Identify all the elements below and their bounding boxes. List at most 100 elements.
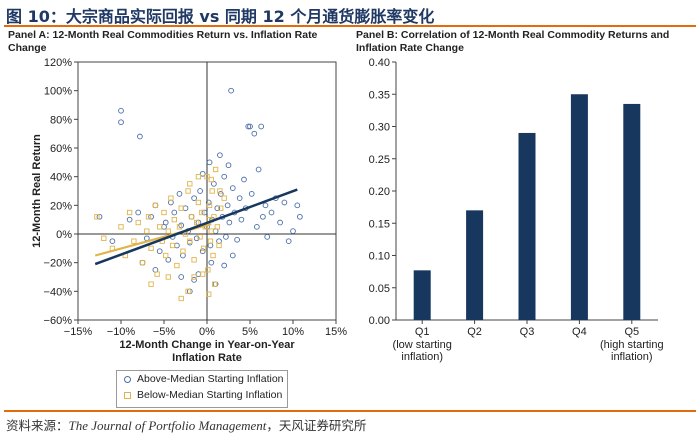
below-median-point xyxy=(174,262,180,269)
below-median-point xyxy=(214,224,220,230)
bar-y-tick-label: 0.05 xyxy=(369,283,390,295)
below-median-point xyxy=(218,205,224,211)
y-tick-label: −20% xyxy=(44,258,73,270)
y-tick-label: 100% xyxy=(44,86,72,98)
below-median-point xyxy=(212,281,218,287)
above-median-point xyxy=(229,185,236,191)
bar-category-label: Q1 xyxy=(415,326,430,338)
above-median-point xyxy=(245,123,252,130)
y-tick-label: 0% xyxy=(56,229,72,241)
below-median-point xyxy=(195,199,202,206)
below-median-point xyxy=(131,238,137,244)
above-median-point xyxy=(221,173,228,180)
y-axis-label: 12-Month Real Return xyxy=(31,134,43,248)
circle-marker-icon xyxy=(124,375,131,383)
above-median-point xyxy=(193,235,200,242)
below-median-point xyxy=(194,219,200,226)
bar-chart: 0.40 0.35 0.30 0.25 0.20 0.15 0.10 0.05 0.00 Q1(l… xyxy=(369,57,664,363)
panel-b-title: Panel B: Correlation of 12-Month Real Co… xyxy=(356,29,670,54)
above-median-point xyxy=(229,252,236,259)
below-median-point xyxy=(148,281,154,287)
above-median-point xyxy=(248,191,255,197)
above-median-point xyxy=(171,209,178,216)
below-median-point xyxy=(205,267,211,273)
below-median-point xyxy=(171,217,177,223)
x-tick-label: −5% xyxy=(153,326,176,338)
bar-category-sublabel: inflation) xyxy=(401,351,443,363)
below-median-point xyxy=(212,166,219,173)
below-median-point xyxy=(197,234,203,240)
above-median-point xyxy=(260,213,266,220)
trend-line-above xyxy=(94,188,298,266)
below-median-point xyxy=(210,252,216,259)
below-median-point xyxy=(178,295,184,302)
above-median-point xyxy=(208,259,215,266)
above-median-point xyxy=(186,288,193,295)
above-median-point xyxy=(290,228,296,234)
x-axis-label-line2: Inflation Rate xyxy=(172,352,242,364)
above-median-point xyxy=(199,248,206,255)
above-median-point xyxy=(139,259,146,266)
above-median-point xyxy=(264,234,271,240)
bottom-rule xyxy=(4,410,696,412)
above-median-point xyxy=(223,234,229,240)
below-median-point xyxy=(206,291,212,297)
above-median-point xyxy=(241,176,247,183)
above-median-point xyxy=(238,216,245,223)
above-median-point xyxy=(294,202,301,209)
above-median-point xyxy=(109,238,116,245)
source-prefix: 资料来源： xyxy=(6,418,69,433)
below-median-point xyxy=(185,288,191,294)
below-median-point xyxy=(161,209,167,216)
above-median-point xyxy=(214,205,221,212)
x-tick-label: 15% xyxy=(325,326,347,338)
above-median-point xyxy=(217,152,223,159)
bar-y-tick-label: 0.25 xyxy=(369,154,390,166)
above-median-point xyxy=(262,202,269,209)
bar-y-tick-label: 0.00 xyxy=(369,315,390,327)
bar-y-tick-label: 0.40 xyxy=(369,57,390,69)
bar-y-tick-label: 0.30 xyxy=(369,122,390,134)
below-median-point xyxy=(154,271,160,277)
below-median-point xyxy=(207,238,214,244)
above-median-point xyxy=(135,209,142,216)
above-median-point xyxy=(224,202,231,209)
above-median-point xyxy=(118,107,124,114)
below-median-point xyxy=(169,242,176,249)
above-median-point xyxy=(188,213,195,220)
bar-y-tick-label: 0.10 xyxy=(369,251,390,263)
bar-category-sublabel: (low starting xyxy=(393,339,452,351)
below-median-point xyxy=(139,260,146,266)
above-median-point xyxy=(236,195,243,202)
below-median-point xyxy=(185,188,191,194)
below-median-point xyxy=(209,188,215,194)
below-median-point xyxy=(152,202,159,208)
y-tick-label: 80% xyxy=(50,114,72,126)
below-median-point xyxy=(217,188,223,194)
bar-y-tick-label: 0.35 xyxy=(369,89,390,101)
y-tick-label: −40% xyxy=(44,286,73,298)
bar-q1 xyxy=(413,270,431,320)
above-median-point xyxy=(191,195,197,202)
above-median-point xyxy=(226,219,233,226)
bar-category-label: Q5 xyxy=(624,326,639,338)
legend-label-below: Below-Median Starting Inflation xyxy=(137,389,283,401)
above-median-point xyxy=(186,239,193,246)
above-median-point xyxy=(162,219,169,226)
bar-category-label: Q2 xyxy=(467,326,482,338)
above-median-point xyxy=(118,119,124,126)
below-median-point xyxy=(165,274,171,280)
y-tick-label: 120% xyxy=(44,57,72,69)
y-tick-label: −60% xyxy=(44,315,73,327)
below-median-point xyxy=(144,228,150,234)
above-median-point xyxy=(197,188,203,194)
above-median-point xyxy=(277,219,283,226)
below-median-point xyxy=(165,228,171,234)
above-median-point xyxy=(191,277,197,283)
bar-category-label: Q4 xyxy=(572,326,587,338)
bar-category-label: Q3 xyxy=(520,326,535,338)
bar-category-sublabel: inflation) xyxy=(611,351,653,363)
below-median-point xyxy=(187,238,193,244)
above-median-point xyxy=(126,216,133,223)
below-median-point xyxy=(191,274,197,280)
